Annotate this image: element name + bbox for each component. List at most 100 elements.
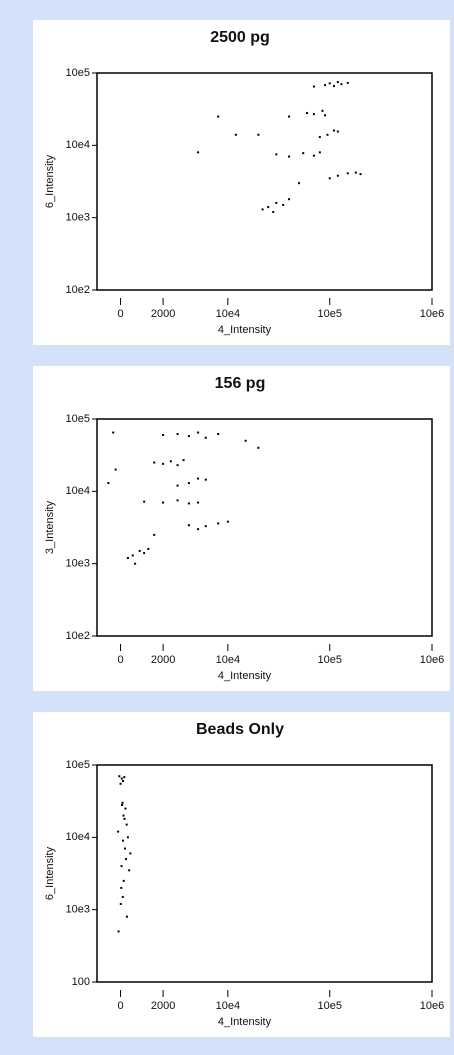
point [120,865,123,868]
point [122,879,125,882]
point [187,482,190,485]
point [123,817,126,820]
point [125,915,128,918]
point [324,114,327,117]
point [288,115,291,118]
x-tick-label: 0 [117,308,123,320]
x-tick-label: 10e6 [420,654,444,666]
point [176,433,179,436]
point [176,499,179,502]
chart-title: Beads Only [196,721,284,738]
y-tick-label: 100 [72,976,90,988]
x-tick-label: 0 [117,1000,123,1012]
point [340,83,343,86]
plot-frame [96,764,433,983]
point [257,133,260,136]
point [197,151,200,154]
point [122,814,125,817]
chart-title: 156 pg [215,375,266,392]
point [288,198,291,201]
point [153,461,156,464]
point [169,460,172,463]
point [117,830,120,833]
point [288,155,291,158]
point [332,85,335,88]
x-tick-label: 10e4 [216,1000,240,1012]
point [129,852,132,855]
point [126,836,129,839]
y-tick-label: 10e3 [66,904,90,916]
point [122,839,125,842]
x-tick-label: 2000 [151,308,175,320]
point [153,533,156,536]
point [126,556,129,559]
x-tick-label: 2000 [151,1000,175,1012]
point [122,780,125,783]
point [112,431,115,434]
point [197,477,200,480]
point [176,464,179,467]
point [261,208,264,211]
chart-title: 2500 pg [210,29,270,46]
point [326,133,329,136]
point [134,562,137,565]
x-tick-label: 10e5 [318,654,342,666]
point [272,210,275,213]
point [123,776,126,779]
y-axis-label: 6_Intensity [44,154,56,208]
y-tick-label: 10e2 [66,630,90,642]
point [217,522,220,525]
point [346,172,349,175]
point [275,201,278,204]
y-tick-label: 10e3 [66,558,90,570]
point [312,154,315,157]
point [107,482,110,485]
point [312,85,315,88]
point [162,434,165,437]
point [204,478,207,481]
point [114,468,117,471]
point [318,136,321,139]
point [267,206,270,209]
point [359,173,362,176]
point [117,930,120,933]
point [119,902,122,905]
point [197,528,200,531]
x-axis-label: 4_Intensity [218,324,272,336]
x-axis-label: 4_Intensity [218,670,272,682]
point [187,502,190,505]
point [187,524,190,527]
y-tick-label: 10e3 [66,212,90,224]
x-axis-label: 4_Intensity [218,1016,272,1028]
point [318,151,321,154]
point [119,782,122,785]
point [138,549,141,552]
point [204,525,207,528]
x-tick-label: 10e4 [216,654,240,666]
y-tick-label: 10e5 [66,413,90,425]
panel [33,712,450,1037]
plot-frame [96,418,433,637]
point [131,554,134,557]
point [120,886,123,889]
point [234,133,237,136]
point [336,81,339,84]
y-axis-label: 6_Intensity [44,846,56,900]
point [324,84,327,87]
y-axis-label: 3_Intensity [44,500,56,554]
point [121,803,124,806]
x-tick-label: 10e6 [420,308,444,320]
y-tick-label: 10e5 [66,67,90,79]
point [162,501,165,504]
point [275,153,278,156]
point [204,436,207,439]
point [297,182,300,185]
point [123,847,126,850]
point [197,501,200,504]
point [257,446,260,449]
point [312,113,315,116]
point [226,520,229,523]
point [124,807,127,810]
